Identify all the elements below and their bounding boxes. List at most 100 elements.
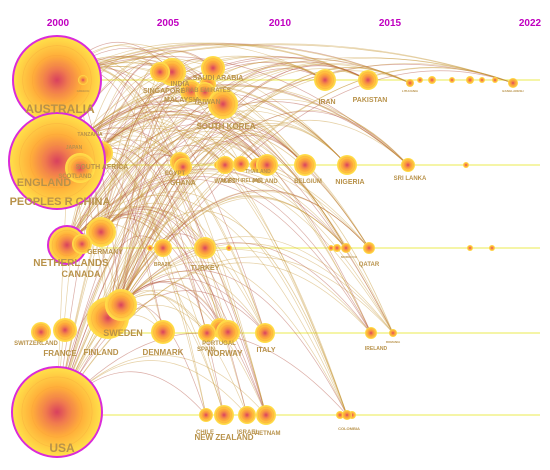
node-ring xyxy=(19,123,95,199)
node-morocco[interactable] xyxy=(341,243,351,253)
label-morocco: MOROCCO xyxy=(341,255,358,259)
citation-link xyxy=(120,242,372,334)
node-ring xyxy=(32,323,50,341)
node-ring xyxy=(243,411,251,419)
node-ring xyxy=(217,157,233,173)
label-portugal: PORTUGAL xyxy=(202,341,236,347)
node-ring xyxy=(262,411,270,419)
node-ring xyxy=(111,295,131,315)
node-sweden[interactable] xyxy=(105,289,137,321)
node-usa[interactable] xyxy=(11,366,103,458)
node-canada[interactable] xyxy=(72,234,92,254)
citation-link xyxy=(66,172,394,334)
node-brazil[interactable] xyxy=(154,239,172,257)
citation-link xyxy=(79,127,348,416)
node-new-zealand[interactable] xyxy=(214,405,234,425)
node-turkey[interactable] xyxy=(194,237,216,259)
node-ring xyxy=(92,223,110,241)
label-thailand: THAILAND xyxy=(245,169,271,175)
node-lithuania[interactable] xyxy=(406,79,414,87)
label-egypt: EGYPT xyxy=(165,171,186,177)
node-ring xyxy=(158,327,168,337)
node-romania[interactable] xyxy=(389,329,397,337)
citation-link xyxy=(79,86,409,169)
citation-link xyxy=(100,131,268,233)
node-ring xyxy=(108,292,134,318)
node-saudi-arabia[interactable] xyxy=(201,56,225,80)
label-belgium: BELGIUM xyxy=(294,179,322,185)
node-israel[interactable] xyxy=(238,406,256,424)
node-nigeria[interactable] xyxy=(337,155,357,175)
node-vietnam[interactable] xyxy=(256,405,276,425)
label-sweden: SWEDEN xyxy=(103,328,143,338)
node-ring xyxy=(257,406,275,424)
year-axis: 2000 2005 2010 2015 2022 xyxy=(47,18,542,29)
node-pakistan[interactable] xyxy=(358,70,378,90)
node-ring xyxy=(196,83,214,101)
node-ring xyxy=(199,325,215,341)
label-spain: SPAIN xyxy=(197,347,215,353)
node-ring xyxy=(316,71,334,89)
label-italy: ITALY xyxy=(256,347,275,354)
node-qatar[interactable] xyxy=(363,242,375,254)
citation-link xyxy=(120,261,348,416)
label-new-zealand: NEW ZEALAND xyxy=(194,433,253,442)
citation-link xyxy=(100,211,229,333)
node-ring xyxy=(215,406,233,424)
node-sri-lanka[interactable] xyxy=(401,158,415,172)
label-vietnam: VIETNAM xyxy=(254,431,281,437)
node-peoples-r-china[interactable] xyxy=(65,153,95,183)
citation-link xyxy=(100,170,394,334)
citation-link xyxy=(100,212,221,329)
node-ring xyxy=(342,244,350,252)
citation-link xyxy=(66,216,221,329)
minor-node-3 xyxy=(466,76,474,84)
node-ring xyxy=(199,86,211,98)
node-ireland[interactable] xyxy=(365,327,377,339)
node-spain[interactable] xyxy=(198,324,216,342)
citation-link xyxy=(56,85,409,166)
node-bangladesh[interactable] xyxy=(508,78,518,88)
node-ghana[interactable] xyxy=(174,158,192,176)
node-iran[interactable] xyxy=(314,69,336,91)
node-poland[interactable] xyxy=(256,154,278,176)
node-colombia[interactable] xyxy=(342,410,352,420)
node-england[interactable] xyxy=(8,112,106,210)
node-ring xyxy=(262,160,272,170)
node-france[interactable] xyxy=(53,318,77,342)
node-norway[interactable] xyxy=(216,320,240,344)
node-belgium[interactable] xyxy=(294,154,316,176)
node-germany[interactable] xyxy=(86,217,116,247)
node-denmark[interactable] xyxy=(151,320,175,344)
minor-node-5 xyxy=(492,77,498,83)
node-south-korea[interactable] xyxy=(208,89,238,119)
minor-node-10 xyxy=(467,245,473,251)
node-greece[interactable] xyxy=(78,75,88,85)
node-wales[interactable] xyxy=(216,156,234,174)
node-ring xyxy=(154,66,166,78)
label-australia: AUSTRALIA xyxy=(25,102,95,116)
node-ring xyxy=(318,73,332,87)
node-ring xyxy=(156,68,164,76)
label-poland: POLAND xyxy=(252,179,278,185)
node-italy[interactable] xyxy=(255,323,275,343)
minor-node-16 xyxy=(226,245,232,251)
citation-link xyxy=(100,63,411,233)
node-switzerland[interactable] xyxy=(31,322,51,342)
node-ring xyxy=(260,158,274,172)
citation-link xyxy=(56,262,372,413)
year-label-2015: 2015 xyxy=(379,18,402,29)
node-ring xyxy=(259,327,271,339)
node-chile[interactable] xyxy=(199,408,213,422)
citation-link xyxy=(107,248,372,334)
node-north-ireland[interactable] xyxy=(233,156,249,172)
node-ring xyxy=(261,329,269,337)
node-singapore[interactable] xyxy=(150,62,170,82)
label-ireland: IRELAND xyxy=(365,346,388,352)
year-label-2022: 2022 xyxy=(519,18,542,29)
citation-link xyxy=(66,168,347,249)
node-ring xyxy=(342,410,352,420)
node-ring xyxy=(403,160,413,170)
citation-link xyxy=(120,271,266,334)
